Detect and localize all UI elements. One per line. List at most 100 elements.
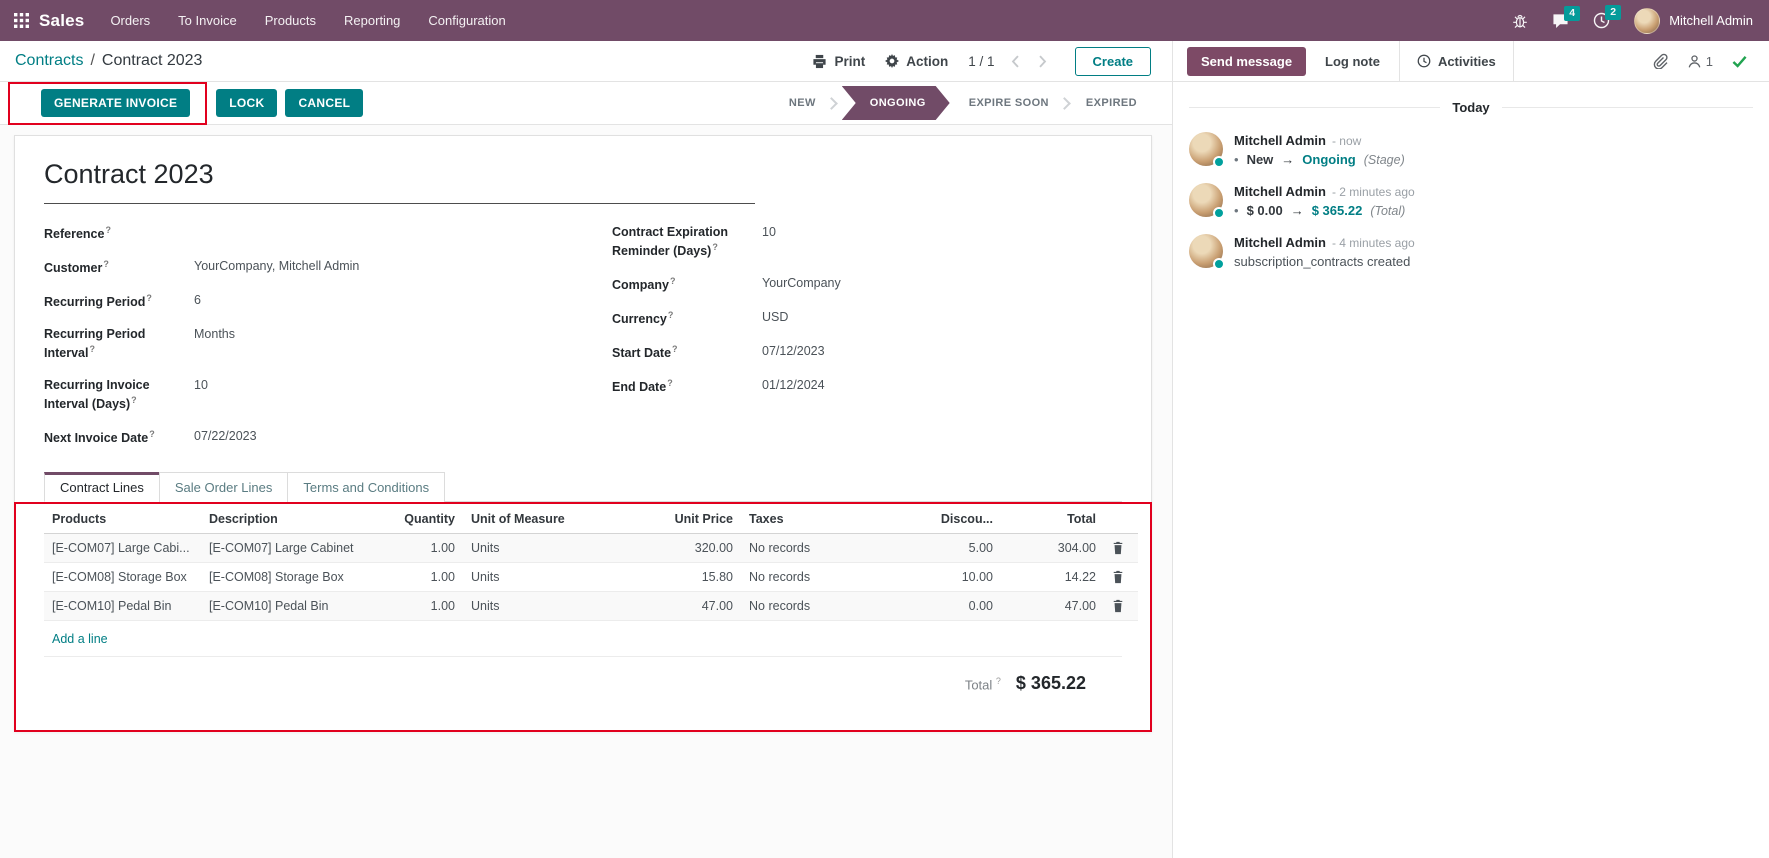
cancel-button[interactable]: CANCEL [285,89,364,117]
nav-menu-configuration[interactable]: Configuration [428,13,506,28]
help-icon: ? [146,293,152,304]
cell-description: [E-COM07] Large Cabinet [201,533,381,563]
app-name[interactable]: Sales [39,10,85,30]
delete-row-trash-icon[interactable] [1104,533,1138,563]
cell-unit-price: 47.00 [621,591,741,621]
apps-grid-icon[interactable] [14,13,29,28]
column-header-discount[interactable]: Discou... [891,503,1001,534]
table-row[interactable]: [E-COM08] Storage Box [E-COM08] Storage … [44,562,1138,592]
field-label-reference: Reference? [44,225,111,242]
pager-previous-icon[interactable] [1009,53,1022,70]
chatter-toolbar: Send message Log note Activities [1173,41,1769,82]
add-a-line-link[interactable]: Add a line [52,631,108,646]
cell-discount: 10.00 [891,562,1001,592]
column-header-products[interactable]: Products [44,503,201,534]
print-button[interactable]: Print [812,54,865,69]
arrow-right-icon: → [1290,203,1304,218]
field-label-currency: Currency? [612,309,674,327]
cell-discount: 0.00 [891,591,1001,621]
date-divider-label: Today [1452,100,1490,115]
tab-contract-lines[interactable]: Contract Lines [44,471,160,502]
done-check-icon[interactable] [1732,55,1747,68]
app-switcher[interactable]: Sales [14,11,84,31]
status-bar: GENERATE INVOICE LOCK CANCEL NEW ONGOING… [0,81,1172,125]
message-avatar [1189,183,1225,219]
column-header-quantity[interactable]: Quantity [381,503,463,534]
print-label: Print [834,53,866,69]
delete-row-trash-icon[interactable] [1104,591,1138,621]
tracking-old-value: $ 0.00 [1246,203,1283,218]
activities-button[interactable]: Activities [1398,41,1514,81]
field-value-company[interactable]: YourCompany [762,275,841,290]
activities-clock-icon[interactable]: 2 [1593,5,1622,29]
nav-menu-orders[interactable]: Orders [110,13,151,28]
column-header-taxes[interactable]: Taxes [741,503,891,534]
attachment-paperclip-icon[interactable] [1652,53,1668,69]
message-text: subscription_contracts created [1234,254,1411,269]
cell-product: [E-COM10] Pedal Bin [44,591,201,621]
field-value-currency[interactable]: USD [762,309,789,324]
debug-bug-icon[interactable] [1512,13,1528,29]
field-label-end-date: End Date? [612,378,673,395]
message-body: subscription_contracts created [1234,254,1415,269]
field-label-recurring-invoice-interval: Recurring Invoice Interval (Days)? [44,378,150,412]
field-column-left: Reference? Customer? YourCompany, Mitche… [44,224,554,447]
cell-product: [E-COM07] Large Cabi... [44,533,201,563]
followers-button[interactable]: 1 [1687,54,1713,69]
tracking-new-value: Ongoing [1302,152,1356,167]
user-menu[interactable]: Mitchell Admin [1634,7,1753,34]
delete-row-trash-icon[interactable] [1104,562,1138,592]
stage-expired[interactable]: EXPIRED [1085,97,1137,109]
nav-menu-reporting[interactable]: Reporting [344,13,401,28]
tab-sale-order-lines[interactable]: Sale Order Lines [158,471,289,502]
field-value-reference[interactable] [194,224,554,243]
field-value-start-date[interactable]: 07/12/2023 [762,343,825,358]
nav-menu-products[interactable]: Products [264,13,317,28]
online-presence-dot [1213,207,1225,219]
tab-terms-and-conditions[interactable]: Terms and Conditions [287,471,446,502]
field-value-next-invoice-date[interactable]: 07/22/2023 [194,428,257,443]
message-item: Mitchell Admin - now • New → Ongoing (St… [1173,125,1769,176]
tracking-value-change: • $ 0.00 → $ 365.22 (Total) [1234,203,1415,218]
cell-taxes: No records [741,533,891,563]
nav-menu-to-invoice[interactable]: To Invoice [178,13,237,28]
column-header-unit-of-measure[interactable]: Unit of Measure [463,503,621,534]
stage-expire-soon[interactable]: EXPIRE SOON [968,97,1049,109]
field-value-recurring-period-interval[interactable]: Months [194,327,235,342]
field-value-end-date[interactable]: 01/12/2024 [762,378,825,392]
table-row[interactable]: [E-COM10] Pedal Bin [E-COM10] Pedal Bin … [44,591,1138,621]
top-nav: Sales Orders To Invoice Products Reporti… [0,0,1769,41]
table-row[interactable]: [E-COM07] Large Cabi... [E-COM07] Large … [44,533,1138,563]
field-value-customer[interactable]: YourCompany, Mitchell Admin [194,259,360,274]
help-icon: ? [131,394,137,405]
table-header-row: Products Description Quantity Unit of Me… [44,503,1138,534]
cell-quantity: 1.00 [381,591,463,621]
send-message-button[interactable]: Send message [1187,46,1307,76]
column-header-total[interactable]: Total [1001,503,1104,534]
action-button[interactable]: Action [885,54,948,69]
field-value-recurring-period[interactable]: 6 [194,293,201,308]
log-note-button[interactable]: Log note [1325,53,1380,69]
page-title[interactable]: Contract 2023 [44,159,214,189]
lock-button[interactable]: LOCK [216,89,278,117]
activities-label: Activities [1437,53,1496,69]
stage-new[interactable]: NEW [788,97,816,109]
total-value: $ 365.22 [1015,672,1086,693]
field-value-contract-expiration-reminder[interactable]: 10 [762,225,776,239]
message-author: Mitchell Admin [1234,235,1326,250]
clock-icon [1417,54,1431,68]
column-header-description[interactable]: Description [201,503,381,534]
help-icon: ? [105,225,111,235]
help-icon: ? [669,275,676,286]
cell-total: 14.22 [1001,562,1104,592]
breadcrumb-contracts[interactable]: Contracts [15,52,84,69]
field-value-recurring-invoice-interval[interactable]: 10 [194,378,208,392]
messages-icon[interactable]: 4 [1552,5,1581,29]
column-header-unit-price[interactable]: Unit Price [621,503,741,534]
help-icon: ? [667,309,674,320]
stage-ongoing[interactable]: ONGOING [842,86,950,120]
create-button[interactable]: Create [1074,46,1151,76]
message-timestamp: - 2 minutes ago [1331,185,1415,199]
pager-next-icon[interactable] [1036,53,1049,70]
generate-invoice-button[interactable]: GENERATE INVOICE [41,88,191,117]
